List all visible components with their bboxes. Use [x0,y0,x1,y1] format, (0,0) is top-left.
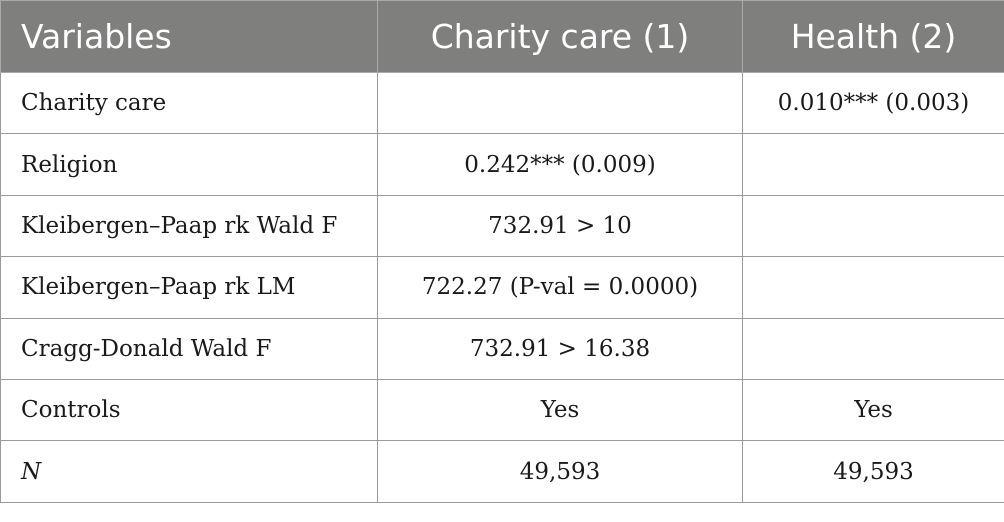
charity-care-cell: 732.91 > 16.38 [377,317,743,380]
health-cell [742,256,1004,319]
row-label: Kleibergen–Paap rk Wald F [0,194,378,258]
table-row: Religion 0.242*** (0.009) [0,133,1004,196]
charity-care-cell: 732.91 > 10 [377,194,743,258]
row-label: Charity care [0,71,378,135]
health-cell [742,133,1004,196]
table-row: N 49,593 49,593 [0,440,1004,503]
results-table: Variables Charity care (1) Health (2) Ch… [0,0,1004,503]
row-label: N [0,440,378,503]
table-row: Kleibergen–Paap rk Wald F 732.91 > 10 [0,194,1004,258]
table-row: Charity care 0.010*** (0.003) [0,71,1004,135]
table-row: Kleibergen–Paap rk LM 722.27 (P-val = 0.… [0,256,1004,319]
row-label: Religion [0,133,378,196]
health-cell: 0.010*** (0.003) [742,71,1004,135]
header-charity-care: Charity care (1) [377,0,743,73]
row-label: Cragg-Donald Wald F [0,317,378,380]
table-row: Cragg-Donald Wald F 732.91 > 16.38 [0,317,1004,380]
table-body: Charity care 0.010*** (0.003) Religion 0… [0,71,1004,503]
charity-care-cell: Yes [377,378,743,442]
row-label: Controls [0,378,378,442]
table-row: Controls Yes Yes [0,378,1004,442]
header-variables: Variables [0,0,378,73]
charity-care-cell: 0.242*** (0.009) [377,133,743,196]
header-row: Variables Charity care (1) Health (2) [0,0,1004,73]
row-label: Kleibergen–Paap rk LM [0,256,378,319]
health-cell [742,194,1004,258]
charity-care-cell [377,71,743,135]
charity-care-cell: 722.27 (P-val = 0.0000) [377,256,743,319]
health-cell: 49,593 [742,440,1004,503]
health-cell [742,317,1004,380]
health-cell: Yes [742,378,1004,442]
table-header: Variables Charity care (1) Health (2) [0,0,1004,73]
charity-care-cell: 49,593 [377,440,743,503]
header-health: Health (2) [742,0,1004,73]
